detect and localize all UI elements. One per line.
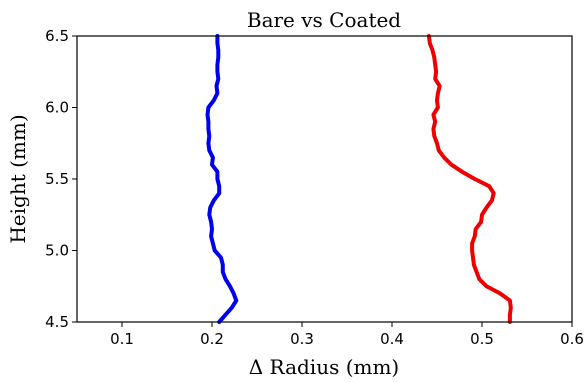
y-tick-label: 6.0 xyxy=(45,99,69,117)
x-tick-label: 0.6 xyxy=(560,330,584,348)
y-tick-label: 5.5 xyxy=(45,170,69,188)
series-line-1 xyxy=(205,34,239,324)
y-tick-label: 6.5 xyxy=(45,27,69,45)
y-tick-label: 5.0 xyxy=(45,242,69,260)
series-line-2 xyxy=(426,34,513,324)
x-tick-label: 0.5 xyxy=(470,330,494,348)
x-tick-label: 0.1 xyxy=(110,330,134,348)
chart-title: Bare vs Coated xyxy=(247,8,401,32)
y-axis: 4.5 5.0 5.5 6.0 6.5 xyxy=(45,27,77,331)
series-layer xyxy=(205,34,513,324)
plot-frame xyxy=(76,35,573,323)
x-axis: 0.1 0.2 0.3 0.4 0.5 0.6 xyxy=(110,322,584,348)
x-tick-label: 0.4 xyxy=(380,330,404,348)
x-tick-label: 0.3 xyxy=(290,330,314,348)
y-tick-label: 4.5 xyxy=(45,313,69,331)
x-axis-title: Δ Radius (mm) xyxy=(249,355,399,379)
y-axis-title: Height (mm) xyxy=(6,114,30,243)
x-tick-label: 0.2 xyxy=(200,330,224,348)
